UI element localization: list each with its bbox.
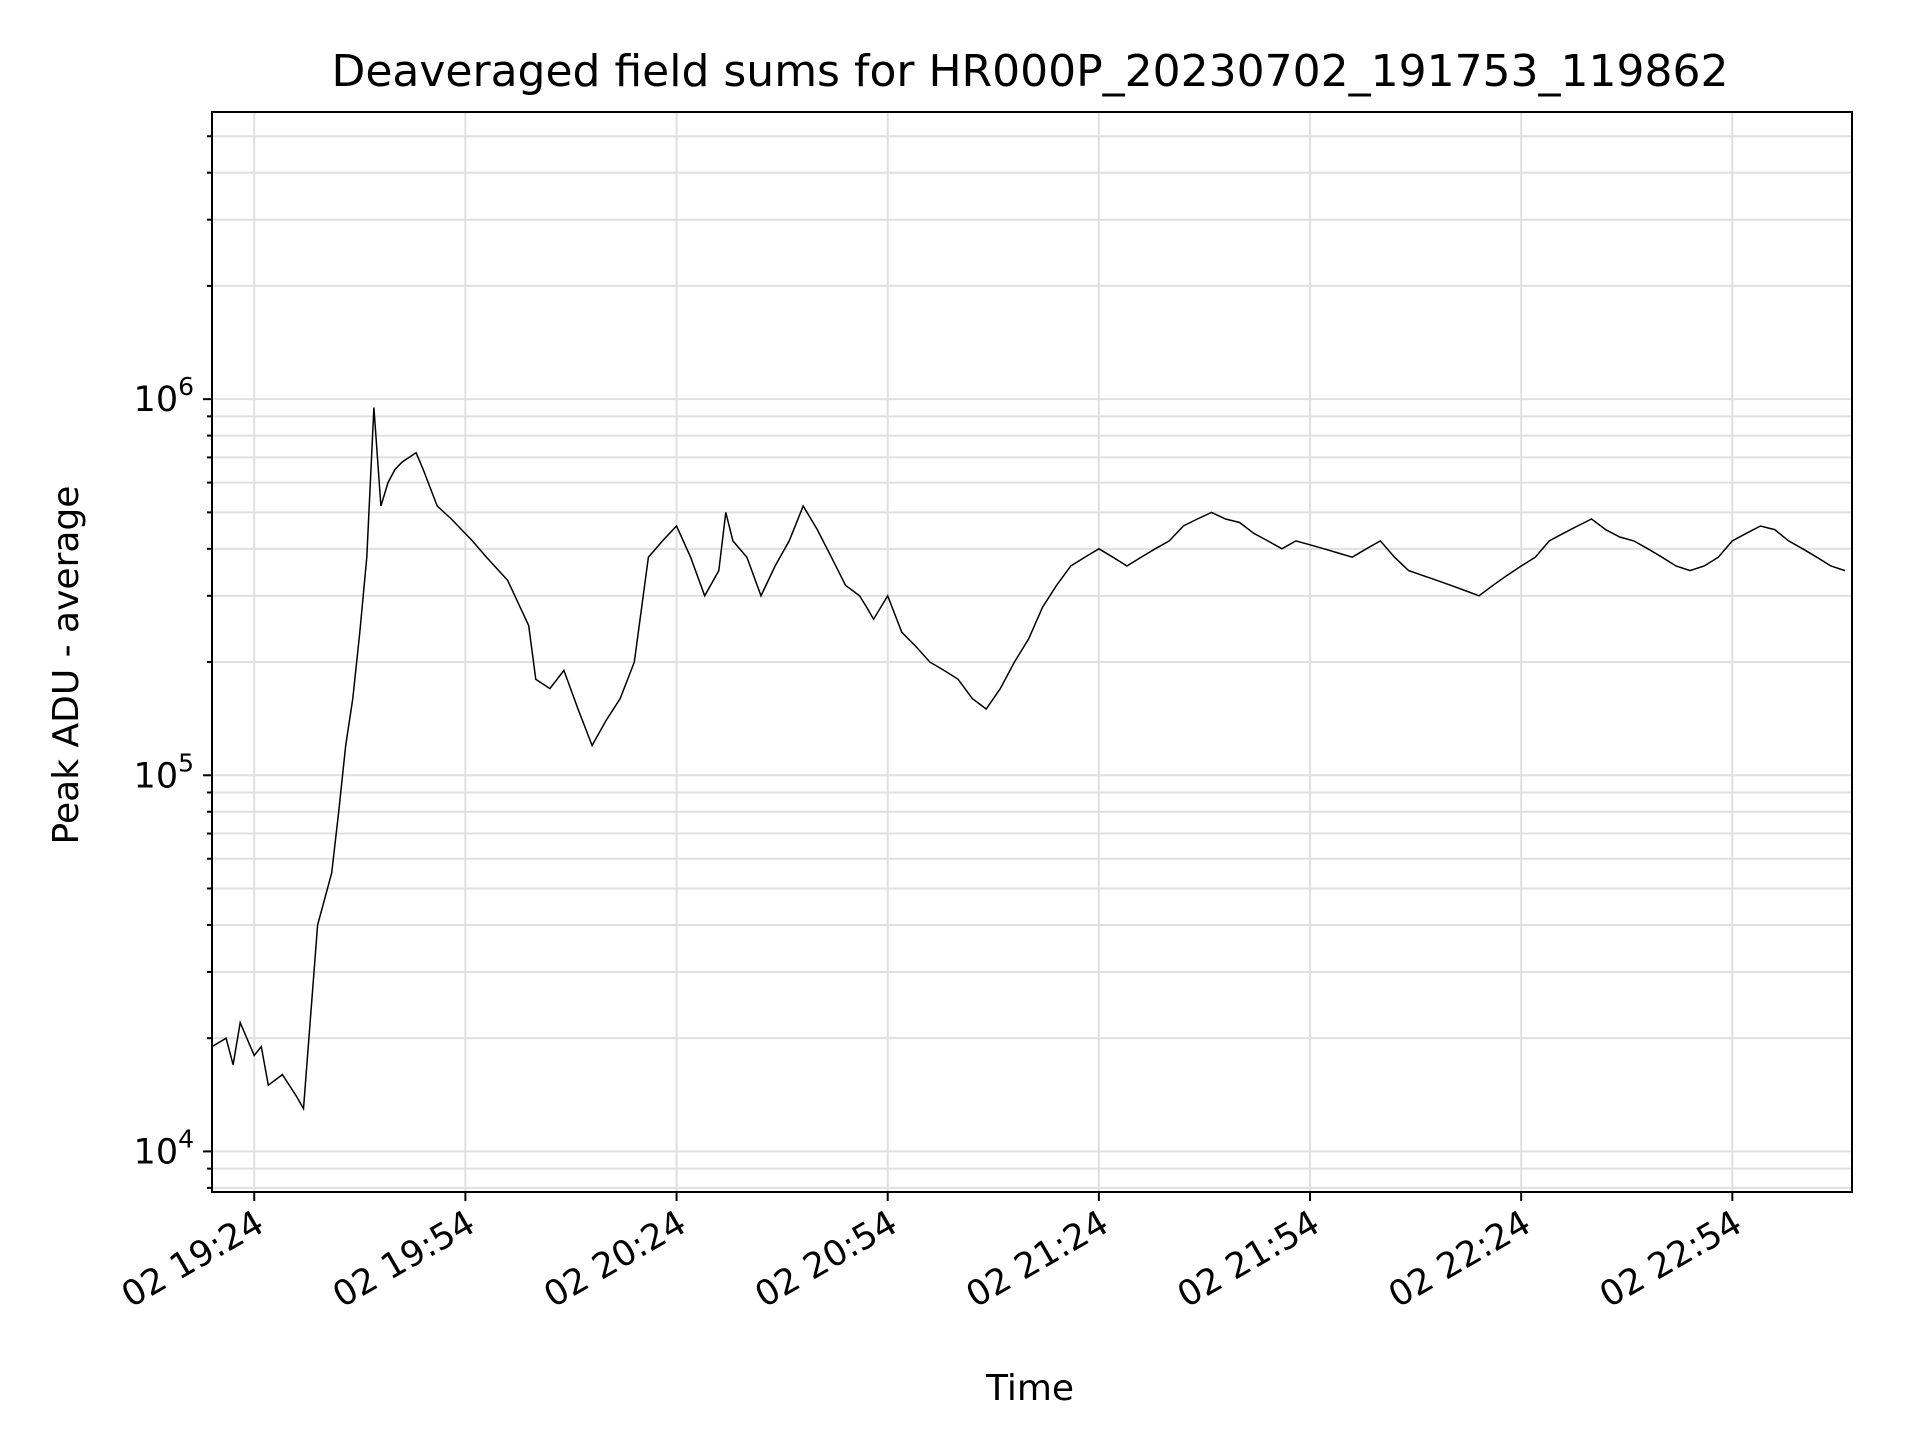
chart-title: Deaveraged field sums for HR000P_2023070… xyxy=(331,46,1728,97)
y-tick-label: 104 xyxy=(134,1124,194,1172)
grid-layer xyxy=(212,112,1852,1192)
y-axis-label: Peak ADU - average xyxy=(46,486,87,845)
plot-frame xyxy=(211,111,1853,1193)
x-tick-label: 02 22:54 xyxy=(1593,1203,1749,1316)
x-tick-label: 02 19:54 xyxy=(326,1203,482,1316)
x-tick-label: 02 20:24 xyxy=(537,1203,693,1316)
x-tick-label: 02 20:54 xyxy=(749,1203,905,1316)
x-tick-label: 02 21:24 xyxy=(960,1203,1116,1316)
series-layer xyxy=(211,407,1846,1112)
ticks-layer: 104 105 106 02 19:24 02 19:54 02 20:24 02 20:5… xyxy=(115,135,1749,1316)
x-tick-label: 02 21:54 xyxy=(1171,1203,1327,1316)
series-line xyxy=(211,407,1846,1112)
x-tick-label: 02 22:24 xyxy=(1382,1203,1538,1316)
x-axis-label: Time xyxy=(985,1368,1074,1409)
y-tick-label: 105 xyxy=(134,748,194,796)
x-tick-label: 02 19:24 xyxy=(115,1203,271,1316)
y-tick-label: 106 xyxy=(134,372,194,420)
